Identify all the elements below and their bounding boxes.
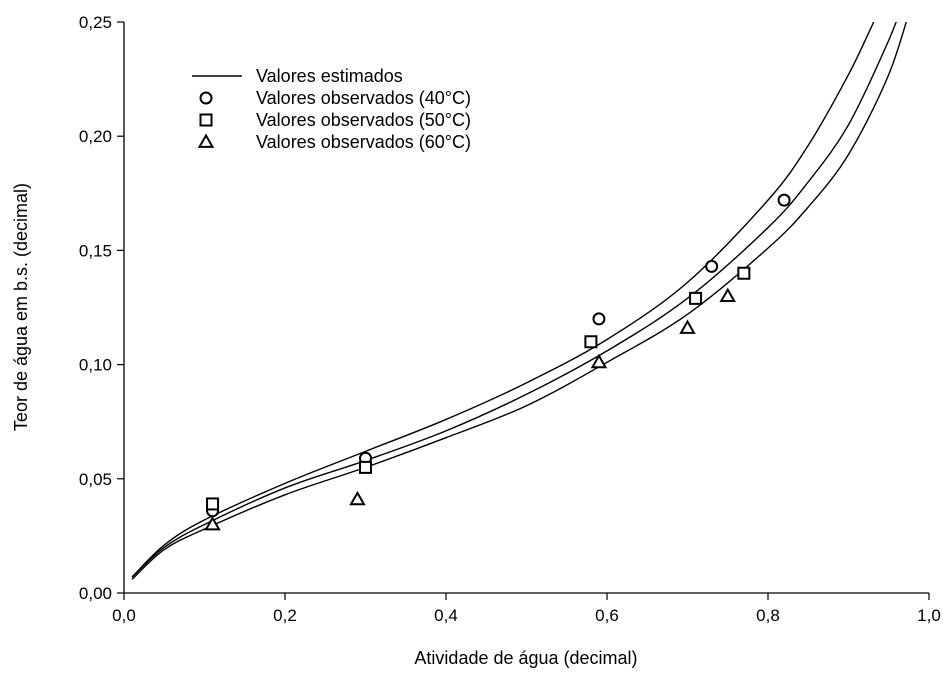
circle-point (592, 312, 606, 326)
legend-label: Valores observados (40°C) (256, 88, 471, 108)
triangle-point (204, 515, 221, 531)
square-point (584, 335, 598, 349)
y-axis-title: Teor de água em b.s. (decimal) (11, 183, 31, 431)
legend-triangle-swatch (197, 133, 215, 148)
estimated-curve-3 (131, 22, 907, 580)
x-tick-label: 0,8 (756, 606, 780, 625)
axes (123, 22, 929, 594)
y-tick-label: 0,00 (79, 584, 112, 603)
triangle-point (590, 353, 608, 369)
x-tick-label: 1,0 (917, 606, 941, 625)
y-tick-label: 0,05 (79, 470, 112, 489)
y-tick-label: 0,25 (79, 13, 112, 32)
ticks: 0,0 0,2 0,4 0,6 0,8 1,0 0,00 0,05 0,10 0,15 0,20 0,… (79, 13, 941, 625)
x-tick-label: 0,0 (112, 606, 136, 625)
estimated-curves (131, 22, 907, 580)
estimated-curve-2 (131, 22, 897, 578)
y-tick-label: 0,20 (79, 127, 112, 146)
square-point (359, 460, 372, 474)
data-markers (204, 193, 791, 531)
square-point (737, 266, 751, 280)
x-tick-label: 0,2 (273, 606, 297, 625)
y-tick-label: 0,10 (79, 356, 112, 375)
circle-point (705, 259, 719, 273)
square-point (689, 291, 703, 305)
square-point (206, 497, 220, 511)
triangle-point (679, 319, 696, 334)
circle-point (777, 193, 791, 207)
legend-square-swatch (199, 113, 213, 127)
triangle-point (349, 490, 366, 506)
legend-label: Valores observados (50°C) (256, 110, 471, 130)
legend-label: Valores observados (60°C) (256, 132, 471, 152)
x-tick-label: 0,6 (595, 606, 619, 625)
x-tick-label: 0,4 (434, 606, 458, 625)
estimated-curve-1 (131, 22, 875, 578)
legend-circle-swatch (199, 91, 213, 105)
y-tick-label: 0,15 (79, 241, 112, 260)
triangle-point (719, 287, 736, 302)
x-axis-title: Atividade de água (decimal) (414, 648, 637, 668)
legend-label: Valores estimados (256, 66, 403, 86)
